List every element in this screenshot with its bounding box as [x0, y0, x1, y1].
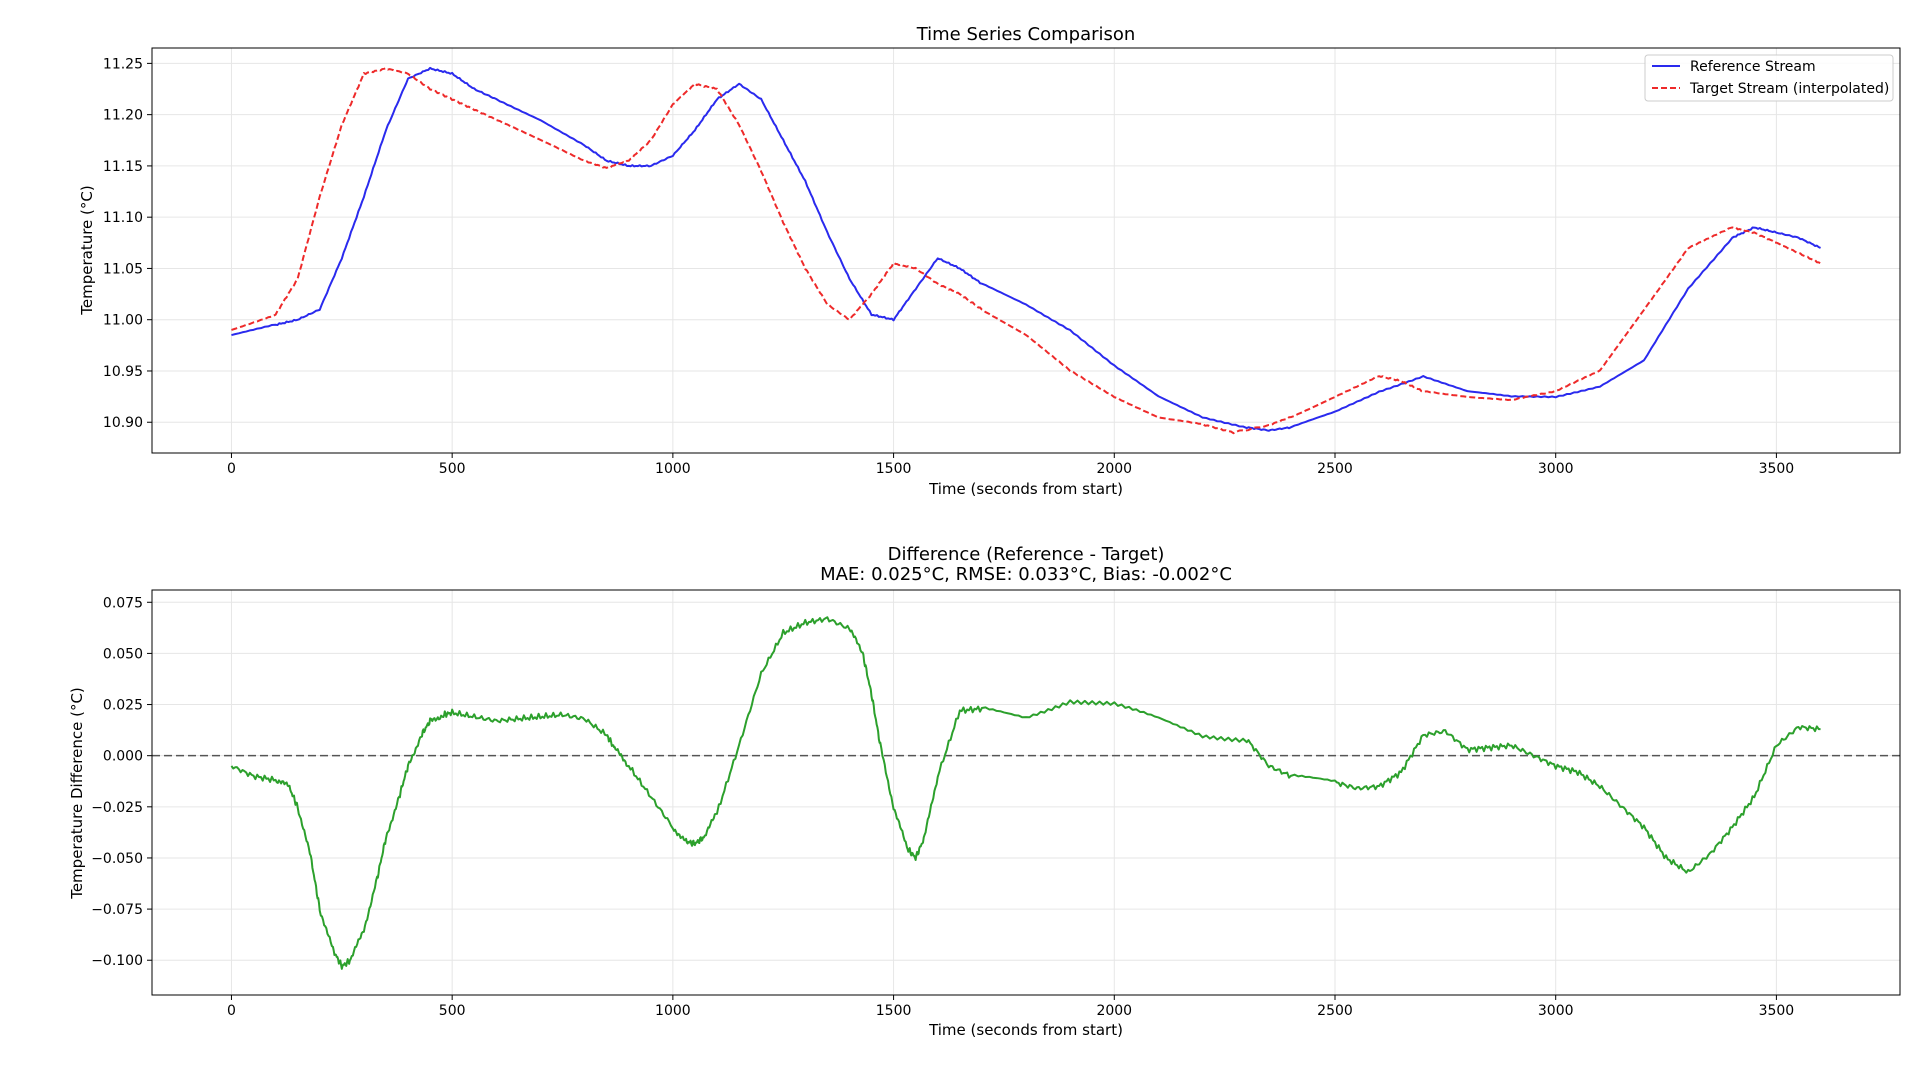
difference-line — [230, 616, 1821, 970]
y-tick-label: 11.05 — [103, 261, 143, 277]
legend-reference-label: Reference Stream — [1690, 59, 1816, 75]
x-tick-label: 0 — [227, 1003, 236, 1019]
x-tick-label: 0 — [227, 461, 236, 477]
x-tick-label: 1000 — [655, 1003, 691, 1019]
y-tick-label: 11.10 — [103, 210, 143, 226]
x-tick-label: 2000 — [1096, 461, 1132, 477]
y-tick-label: 0.025 — [103, 698, 143, 714]
top-grid — [152, 48, 1900, 453]
x-tick-label: 1500 — [876, 1003, 912, 1019]
bottom-subtitle: MAE: 0.025°C, RMSE: 0.033°C, Bias: -0.00… — [820, 564, 1232, 585]
target-stream-interpolated-line — [231, 67, 1821, 435]
y-tick-label: 10.90 — [103, 415, 143, 431]
x-tick-label: 2500 — [1317, 1003, 1353, 1019]
y-tick-label: 11.20 — [103, 108, 143, 124]
y-tick-label: 10.95 — [103, 364, 143, 380]
x-tick-label: 3500 — [1759, 461, 1795, 477]
top-x-ticks: 0 500 1000 1500 2000 2500 3000 3500 — [227, 453, 1794, 477]
y-tick-label: −0.050 — [91, 851, 143, 867]
y-tick-label: 0.000 — [103, 749, 143, 765]
y-tick-label: 11.00 — [103, 313, 143, 329]
bottom-x-axis-label: Time (seconds from start) — [928, 1021, 1123, 1039]
y-tick-label: 0.075 — [103, 595, 143, 611]
bottom-plot-frame — [151, 589, 1901, 996]
x-tick-label: 1000 — [655, 461, 691, 477]
x-tick-label: 3000 — [1538, 461, 1574, 477]
top-y-ticks: 10.90 10.95 11.00 11.05 11.10 11.15 11.20 11.25 — [103, 56, 152, 431]
bottom-title: Difference (Reference - Target) — [888, 544, 1165, 565]
y-tick-label: −0.100 — [91, 953, 143, 969]
reference-stream-line — [231, 66, 1821, 432]
y-tick-label: 11.25 — [103, 56, 143, 72]
top-y-axis-label: Temperature (°C) — [78, 185, 96, 315]
bottom-series-group — [230, 616, 1821, 970]
x-tick-label: 1500 — [876, 461, 912, 477]
top-x-axis-label: Time (seconds from start) — [928, 480, 1123, 498]
top-legend: Reference Stream Target Stream (interpol… — [1644, 54, 1894, 102]
y-tick-label: 0.050 — [103, 646, 143, 662]
chart-top: Time Series Comparison 0 500 1000 1500 2000 2… — [78, 24, 1901, 498]
top-series-group — [231, 66, 1821, 435]
bottom-x-ticks: 0 500 1000 1500 2000 2500 3000 3500 — [227, 995, 1794, 1019]
chart-bottom: Difference (Reference - Target) MAE: 0.0… — [68, 544, 1901, 1039]
legend-box — [1644, 54, 1894, 102]
top-title: Time Series Comparison — [916, 24, 1136, 45]
bottom-y-axis-label: Temperature Difference (°C) — [68, 687, 86, 900]
x-tick-label: 500 — [439, 461, 466, 477]
y-tick-label: −0.025 — [91, 800, 143, 816]
bottom-y-ticks: −0.100 −0.075 −0.050 −0.025 0.000 0.025 0.050 0… — [91, 595, 152, 969]
x-tick-label: 2000 — [1096, 1003, 1132, 1019]
top-plot-frame — [151, 47, 1901, 454]
x-tick-label: 3500 — [1759, 1003, 1795, 1019]
y-tick-label: 11.15 — [103, 159, 143, 175]
legend-target-label: Target Stream (interpolated) — [1689, 81, 1889, 97]
y-tick-label: −0.075 — [91, 902, 143, 918]
x-tick-label: 500 — [439, 1003, 466, 1019]
x-tick-label: 3000 — [1538, 1003, 1574, 1019]
bottom-grid — [152, 590, 1900, 995]
x-tick-label: 2500 — [1317, 461, 1353, 477]
